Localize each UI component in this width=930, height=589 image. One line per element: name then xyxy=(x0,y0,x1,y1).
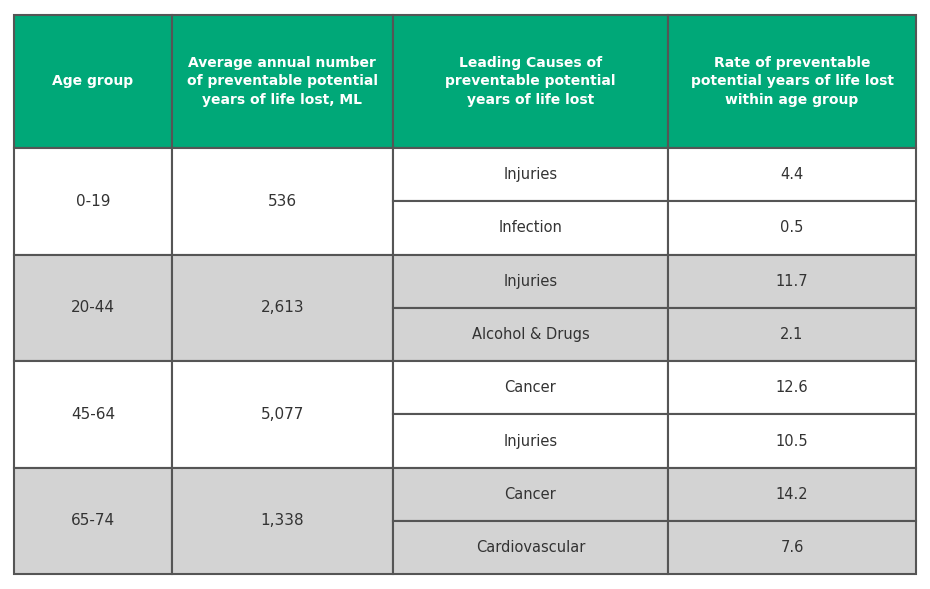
Text: 45-64: 45-64 xyxy=(71,407,115,422)
Bar xyxy=(392,148,668,201)
Text: Injuries: Injuries xyxy=(503,434,557,449)
Bar xyxy=(172,148,392,254)
Bar xyxy=(172,361,392,468)
Text: Cardiovascular: Cardiovascular xyxy=(476,540,585,555)
Bar xyxy=(668,521,916,574)
Text: Cancer: Cancer xyxy=(505,487,556,502)
Bar xyxy=(392,15,668,148)
Text: Infection: Infection xyxy=(498,220,563,236)
Bar xyxy=(668,468,916,521)
Bar xyxy=(668,15,916,148)
Text: Leading Causes of
preventable potential
years of life lost: Leading Causes of preventable potential … xyxy=(445,56,616,107)
Text: 536: 536 xyxy=(268,194,297,209)
Text: Alcohol & Drugs: Alcohol & Drugs xyxy=(472,327,590,342)
Bar xyxy=(392,361,668,415)
Bar xyxy=(172,254,392,361)
Bar xyxy=(668,361,916,415)
Text: 2,613: 2,613 xyxy=(260,300,304,315)
Text: 14.2: 14.2 xyxy=(776,487,808,502)
Bar xyxy=(392,201,668,254)
Bar xyxy=(14,148,172,254)
Text: 4.4: 4.4 xyxy=(780,167,804,182)
Bar xyxy=(392,468,668,521)
Text: 0.5: 0.5 xyxy=(780,220,804,236)
Bar xyxy=(668,415,916,468)
Text: 12.6: 12.6 xyxy=(776,380,808,395)
Text: 65-74: 65-74 xyxy=(71,514,115,528)
Bar xyxy=(14,361,172,468)
Text: 0-19: 0-19 xyxy=(75,194,110,209)
Text: 11.7: 11.7 xyxy=(776,274,808,289)
Text: 10.5: 10.5 xyxy=(776,434,808,449)
Text: 2.1: 2.1 xyxy=(780,327,804,342)
Bar xyxy=(14,468,172,574)
Text: Cancer: Cancer xyxy=(505,380,556,395)
Text: 5,077: 5,077 xyxy=(260,407,304,422)
Bar xyxy=(668,308,916,361)
Text: Age group: Age group xyxy=(52,74,133,88)
Text: 1,338: 1,338 xyxy=(260,514,304,528)
Bar xyxy=(14,254,172,361)
Bar xyxy=(668,148,916,201)
Text: 20-44: 20-44 xyxy=(71,300,115,315)
Bar xyxy=(668,201,916,254)
Bar xyxy=(172,468,392,574)
Bar xyxy=(392,254,668,308)
Text: 7.6: 7.6 xyxy=(780,540,804,555)
Text: Injuries: Injuries xyxy=(503,274,557,289)
Bar xyxy=(14,15,172,148)
Bar xyxy=(392,308,668,361)
Bar xyxy=(392,415,668,468)
Text: Injuries: Injuries xyxy=(503,167,557,182)
Bar xyxy=(172,15,392,148)
Bar xyxy=(668,254,916,308)
Text: Average annual number
of preventable potential
years of life lost, ML: Average annual number of preventable pot… xyxy=(187,56,378,107)
Text: Rate of preventable
potential years of life lost
within age group: Rate of preventable potential years of l… xyxy=(690,56,894,107)
Bar xyxy=(392,521,668,574)
